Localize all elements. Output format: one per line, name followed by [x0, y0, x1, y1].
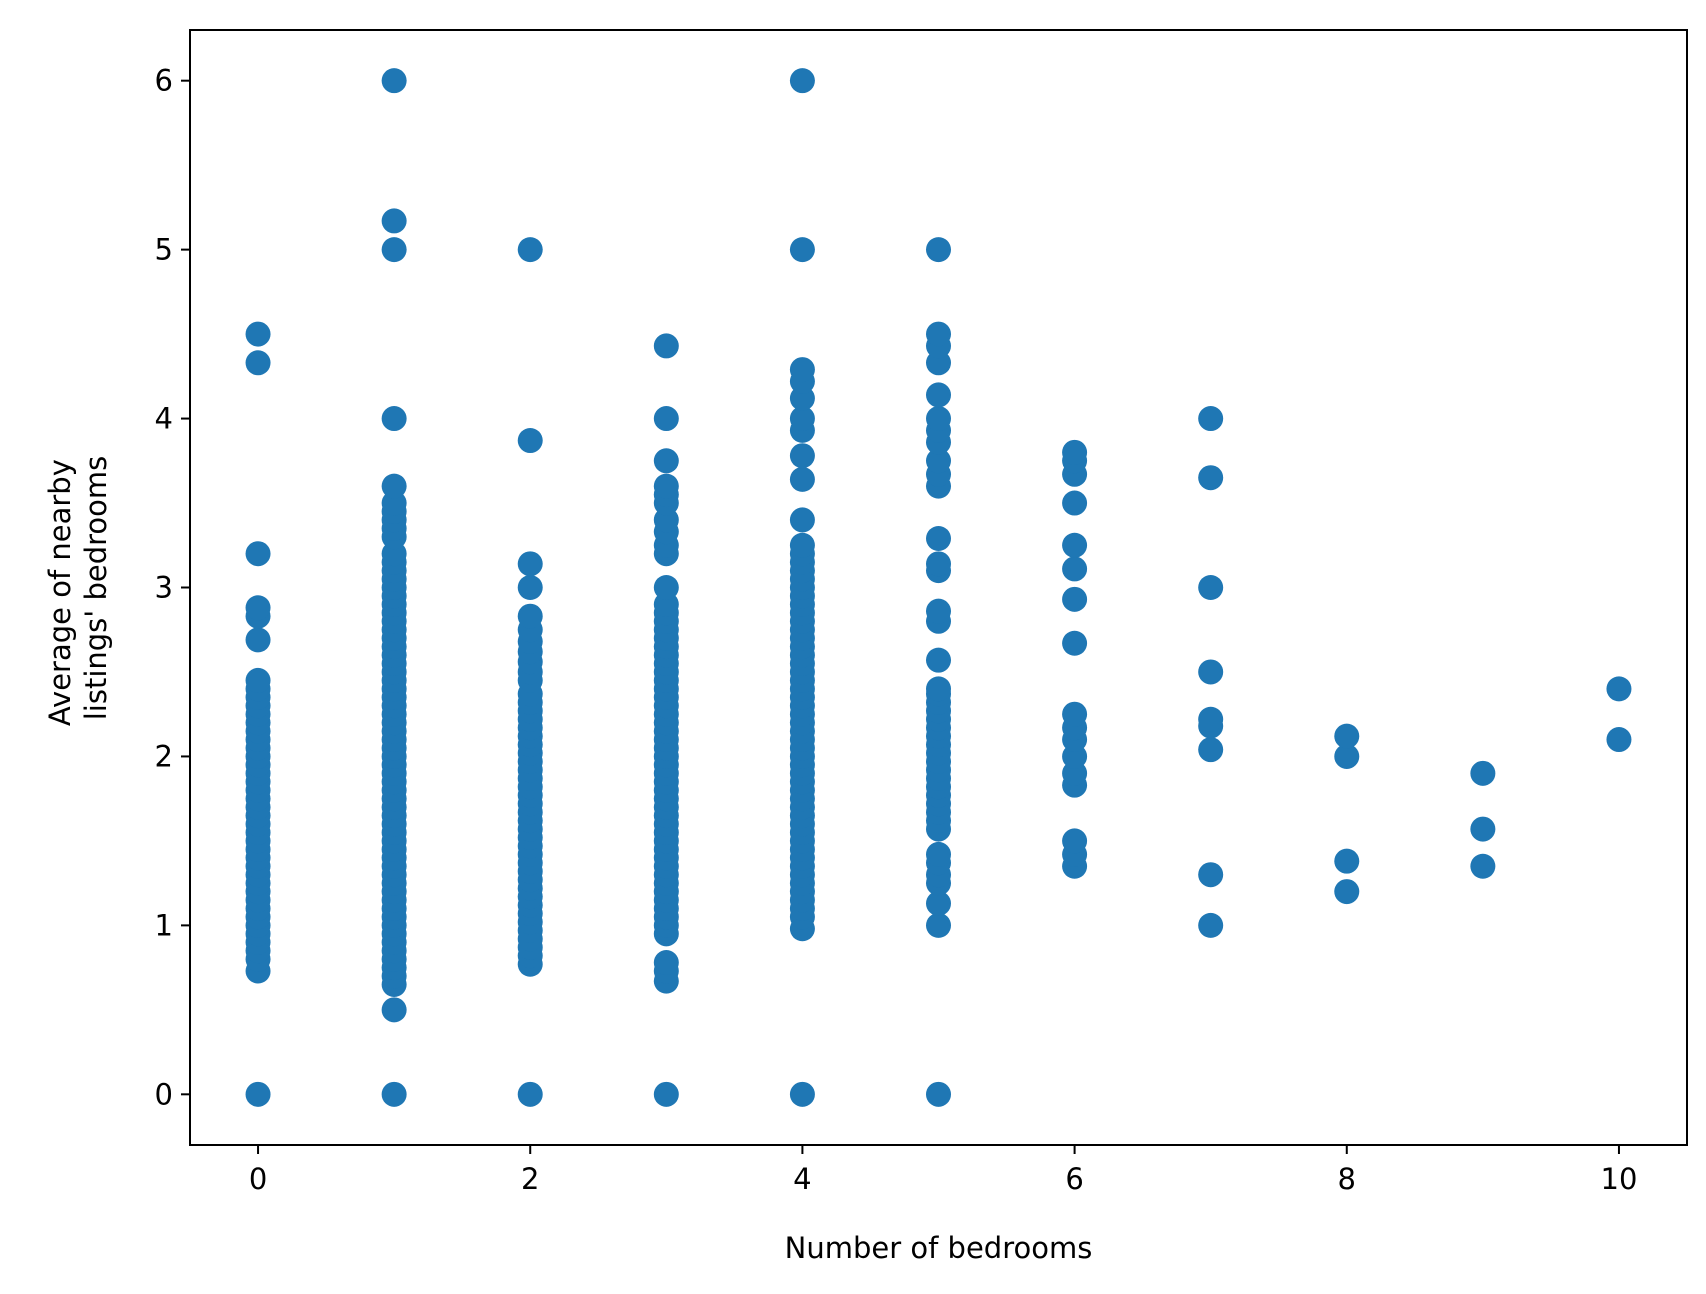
- y-tick-label: 4: [155, 402, 173, 436]
- scatter-point: [1198, 737, 1224, 763]
- scatter-point: [1062, 828, 1088, 854]
- scatter-point: [1334, 879, 1360, 905]
- scatter-point: [381, 68, 407, 94]
- x-tick-label: 8: [1338, 1162, 1356, 1196]
- scatter-point: [926, 647, 951, 673]
- scatter-point: [789, 1081, 815, 1107]
- scatter-point: [1062, 490, 1088, 516]
- scatter-point: [245, 350, 271, 376]
- x-tick-label: 4: [793, 1162, 811, 1196]
- scatter-point: [926, 1081, 951, 1107]
- scatter-point: [653, 1081, 679, 1107]
- data-points: [245, 68, 1632, 1107]
- scatter-point: [1470, 760, 1496, 786]
- scatter-point: [789, 443, 815, 469]
- y-axis-label: Average of nearby listings' bedrooms: [43, 450, 113, 726]
- scatter-point: [926, 526, 951, 552]
- scatter-point: [517, 237, 543, 263]
- scatter-point: [245, 595, 271, 621]
- scatter-point: [1062, 586, 1088, 612]
- scatter-point: [245, 627, 271, 653]
- scatter-point: [653, 448, 679, 474]
- x-axis-label: Number of bedrooms: [785, 1231, 1093, 1265]
- axes-frame: [189, 29, 1688, 1146]
- y-tick-label: 0: [155, 1077, 173, 1111]
- scatter-point: [1606, 727, 1632, 753]
- scatter-point: [1334, 848, 1360, 874]
- scatter-point: [1198, 912, 1224, 938]
- scatter-point: [1062, 556, 1088, 582]
- scatter-point: [926, 237, 951, 263]
- scatter-point: [789, 237, 815, 263]
- scatter-point: [517, 575, 543, 600]
- scatter-point: [926, 382, 951, 408]
- scatter-point: [517, 1081, 543, 1107]
- y-tick-label: 2: [155, 739, 173, 773]
- scatter-point: [1470, 816, 1496, 842]
- scatter-point: [789, 357, 815, 383]
- scatter-point: [245, 1081, 271, 1107]
- scatter-point: [517, 428, 543, 454]
- scatter-point: [926, 406, 951, 432]
- y-tick-label: 6: [155, 64, 173, 98]
- scatter-point: [789, 68, 815, 94]
- scatter-point: [926, 551, 951, 577]
- y-axis-label-line-2: listings' bedrooms: [79, 456, 113, 721]
- scatter-point: [653, 473, 679, 499]
- scatter-point: [245, 321, 271, 347]
- scatter-point: [1062, 701, 1088, 727]
- scatter-point: [517, 551, 543, 577]
- y-tick-label: 1: [155, 908, 173, 942]
- scatter-point: [1198, 465, 1224, 491]
- scatter-point: [1062, 630, 1088, 656]
- scatter-point: [1062, 532, 1088, 558]
- scatter-point: [381, 208, 407, 234]
- scatter-point: [1470, 853, 1496, 879]
- scatter-point: [926, 890, 951, 916]
- scatter-point: [1198, 862, 1224, 888]
- scatter-point: [381, 1081, 407, 1107]
- x-tick-label: 10: [1601, 1162, 1638, 1196]
- scatter-point: [1062, 439, 1088, 465]
- y-tick-label: 5: [155, 233, 173, 267]
- scatter-point: [789, 466, 815, 492]
- scatter-point: [653, 575, 679, 600]
- scatter-point: [517, 603, 543, 629]
- scatter-point: [1334, 743, 1360, 769]
- scatter-point: [1198, 706, 1224, 732]
- scatter-point: [653, 406, 679, 432]
- x-tick-label: 2: [521, 1162, 539, 1196]
- scatter-point: [245, 667, 271, 693]
- scatter-point: [245, 541, 271, 567]
- x-tick-label: 6: [1065, 1162, 1083, 1196]
- scatter-point: [1606, 676, 1632, 702]
- scatter-point: [653, 950, 679, 976]
- scatter-point: [926, 448, 951, 474]
- scatter-point: [381, 473, 407, 499]
- scatter-point: [926, 912, 951, 938]
- scatter-point: [381, 237, 407, 263]
- y-tick-label: 3: [155, 571, 173, 605]
- scatter-point: [653, 333, 679, 359]
- scatter-point: [381, 997, 407, 1023]
- x-tick-label: 0: [249, 1162, 267, 1196]
- scatter-point: [926, 598, 951, 624]
- scatter-point: [789, 507, 815, 533]
- scatter-point: [926, 841, 951, 867]
- scatter-point: [1198, 575, 1224, 600]
- x-axis-ticks: 0 2 4 6 8 10: [249, 1145, 1638, 1196]
- scatter-point: [926, 676, 951, 702]
- y-axis-label-line-1: Average of nearby: [43, 459, 77, 726]
- scatter-point: [789, 406, 815, 432]
- scatter-point: [1198, 659, 1224, 685]
- y-axis-ticks: 0 1 2 3 4 5 6: [155, 64, 190, 1111]
- scatter-point: [381, 406, 407, 432]
- scatter-point: [1334, 723, 1360, 749]
- scatter-point: [926, 321, 951, 347]
- scatter-point: [1198, 406, 1224, 432]
- scatter-point: [789, 532, 815, 558]
